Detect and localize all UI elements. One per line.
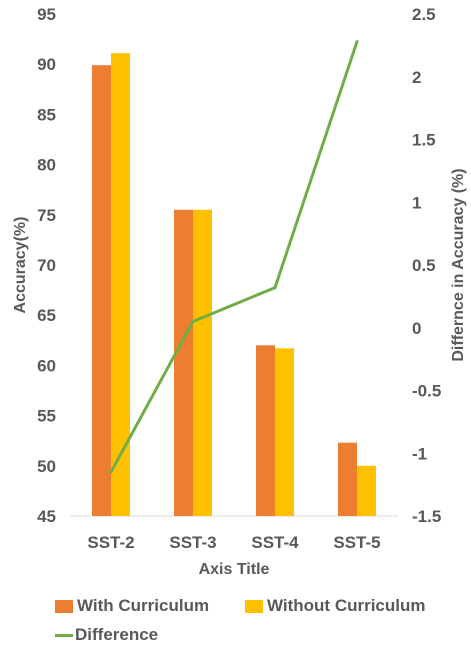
right-axis-ticks: 2.5 2 1.5 1 0.5 0 -0.5 -1 -1.5 [412,5,441,526]
y2-tick-label: 0.5 [412,256,436,275]
left-axis-ticks: 95 90 85 80 75 70 65 60 55 50 45 [37,5,56,526]
difference-point [191,319,195,323]
y-tick-label: 80 [37,156,56,175]
x-tick-label: SST-3 [169,533,216,552]
x-axis-ticks: SST-2 SST-3 SST-4 SST-5 [87,533,380,552]
bar-without-curriculum [275,348,294,516]
y2-tick-label: -1 [412,444,427,463]
difference-point [273,286,277,290]
y2-tick-label: 2.5 [412,5,436,24]
x-axis-title: Axis Title [199,561,270,578]
y-tick-label: 75 [37,206,56,225]
difference-series-line [109,41,359,473]
legend-label: With Curriculum [77,596,210,615]
y-tick-label: 45 [37,507,56,526]
legend-label: Difference [75,625,159,644]
legend-item-difference: Difference [55,625,158,645]
legend-swatch [55,633,73,637]
y2-axis-title: Differnce in Accuracy (%) [450,168,467,361]
bars [92,53,376,516]
y2-tick-label: 1 [412,193,421,212]
bar-without-curriculum [357,465,376,516]
legend-label: Without Curriculum [267,596,426,615]
legend-swatch [55,599,73,613]
y-tick-label: 60 [37,356,56,375]
y-axis-title: Accuracy(%) [12,217,29,314]
y2-tick-label: -0.5 [412,382,441,401]
x-tick-label: SST-2 [87,533,134,552]
y-tick-label: 50 [37,457,56,476]
bar-with-curriculum [256,345,275,516]
y2-tick-label: -1.5 [412,507,441,526]
legend-item-with-curriculum: With Curriculum [55,596,209,616]
y-tick-label: 55 [37,407,56,426]
legend-swatch [245,599,263,613]
y-tick-label: 70 [37,256,56,275]
bar-with-curriculum [92,65,111,516]
difference-point [109,470,113,474]
difference-line [109,40,359,474]
y-tick-label: 95 [37,5,56,24]
x-tick-label: SST-4 [251,533,299,552]
x-tick-label: SST-5 [333,533,380,552]
legend-item-without-curriculum: Without Curriculum [245,596,426,616]
bar-without-curriculum [193,209,212,516]
y-tick-label: 85 [37,105,56,124]
y2-tick-label: 2 [412,68,421,87]
difference-point [355,40,359,44]
y2-tick-label: 0 [412,319,421,338]
y-tick-label: 90 [37,55,56,74]
y2-tick-label: 1.5 [412,131,436,150]
bar-with-curriculum [338,442,357,516]
bar-without-curriculum [111,53,130,516]
bar-with-curriculum [174,209,193,516]
y-tick-label: 65 [37,306,56,325]
